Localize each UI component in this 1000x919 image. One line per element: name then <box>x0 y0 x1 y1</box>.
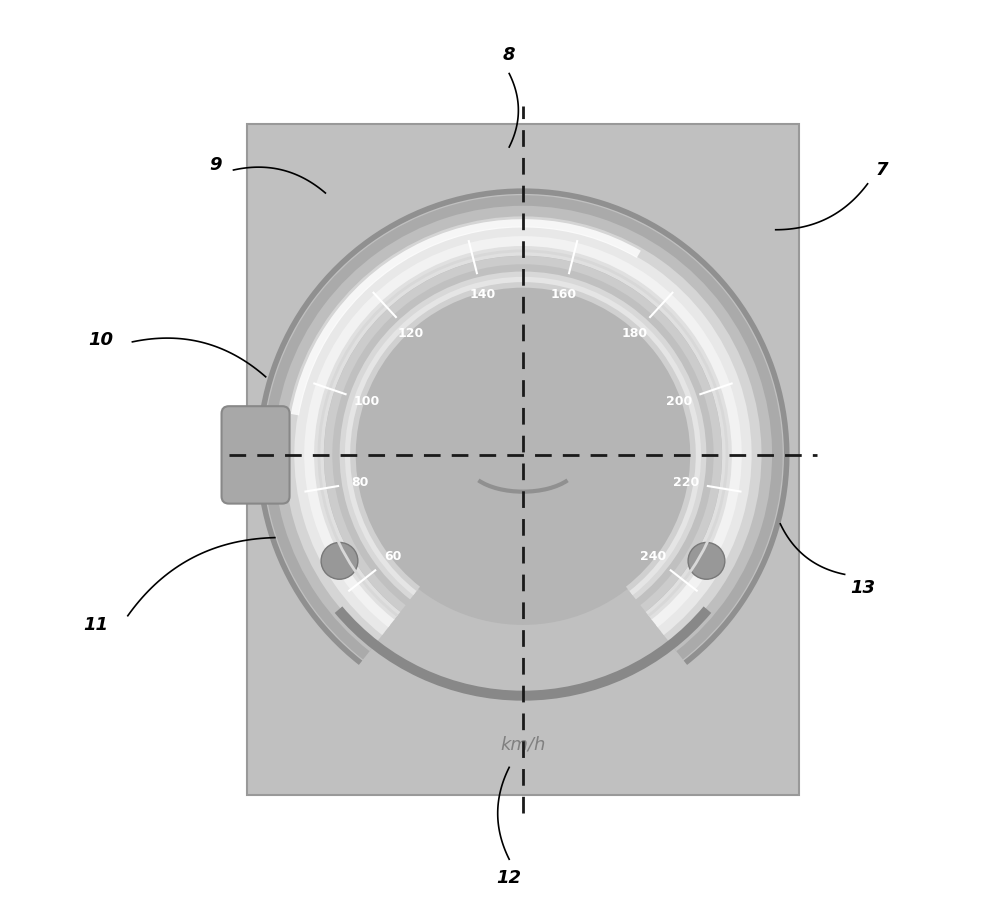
Text: 12: 12 <box>497 868 522 887</box>
Text: 180: 180 <box>622 327 648 340</box>
Text: 7: 7 <box>875 161 888 179</box>
Text: 8: 8 <box>503 46 515 64</box>
Text: 100: 100 <box>353 395 380 408</box>
FancyBboxPatch shape <box>247 124 799 795</box>
Text: 13: 13 <box>851 579 876 597</box>
Text: 11: 11 <box>83 616 108 634</box>
FancyBboxPatch shape <box>222 406 290 504</box>
Ellipse shape <box>688 542 725 579</box>
Text: km/h: km/h <box>500 735 546 754</box>
Text: 120: 120 <box>398 327 424 340</box>
Ellipse shape <box>321 542 358 579</box>
Text: 9: 9 <box>209 156 221 175</box>
Text: 10: 10 <box>88 331 113 349</box>
Text: 220: 220 <box>673 476 699 489</box>
Circle shape <box>353 285 693 625</box>
Text: 200: 200 <box>666 395 693 408</box>
Text: 60: 60 <box>384 550 401 563</box>
Text: 240: 240 <box>640 550 666 563</box>
Text: 160: 160 <box>551 288 577 301</box>
Text: 80: 80 <box>351 476 369 489</box>
Text: 140: 140 <box>469 288 495 301</box>
